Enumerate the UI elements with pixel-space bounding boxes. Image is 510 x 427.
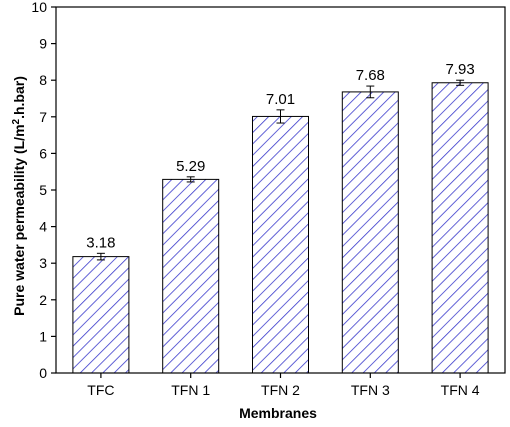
data-label: 3.18 bbox=[86, 234, 115, 251]
plot-frame bbox=[55, 6, 506, 374]
bar bbox=[162, 178, 220, 374]
y-axis-title: Pure water permeability (L/m2.h.bar) bbox=[11, 76, 28, 316]
bar bbox=[341, 91, 399, 374]
bar bbox=[252, 115, 309, 374]
data-label: 7.68 bbox=[356, 67, 385, 84]
y-tick-label: 10 bbox=[31, 0, 47, 15]
data-label: 5.29 bbox=[176, 158, 205, 175]
y-tick-label: 3 bbox=[39, 255, 47, 271]
x-tick-label: TFC bbox=[87, 382, 114, 398]
bar bbox=[72, 256, 130, 374]
svg-text:Pure water permeability (L/m2.: Pure water permeability (L/m2.h.bar) bbox=[11, 76, 28, 316]
y-tick-label: 9 bbox=[39, 36, 47, 52]
data-label: 7.01 bbox=[266, 91, 295, 108]
y-tick-label: 4 bbox=[39, 219, 47, 235]
x-tick-label: TFN 2 bbox=[261, 382, 300, 398]
bar bbox=[431, 82, 489, 374]
y-tick-label: 2 bbox=[39, 292, 47, 308]
y-tick-label: 8 bbox=[39, 72, 47, 88]
x-tick-label: TFN 4 bbox=[441, 382, 480, 398]
x-axis-title: Membranes bbox=[239, 405, 317, 421]
x-tick-label: TFN 1 bbox=[171, 382, 210, 398]
y-tick-label: 5 bbox=[39, 182, 47, 198]
x-tick-label: TFN 3 bbox=[351, 382, 390, 398]
y-tick-label: 0 bbox=[39, 365, 47, 381]
y-tick-label: 7 bbox=[39, 109, 47, 125]
y-tick-label: 1 bbox=[39, 328, 47, 344]
data-label: 7.93 bbox=[445, 61, 474, 78]
y-tick-label: 6 bbox=[39, 145, 47, 161]
